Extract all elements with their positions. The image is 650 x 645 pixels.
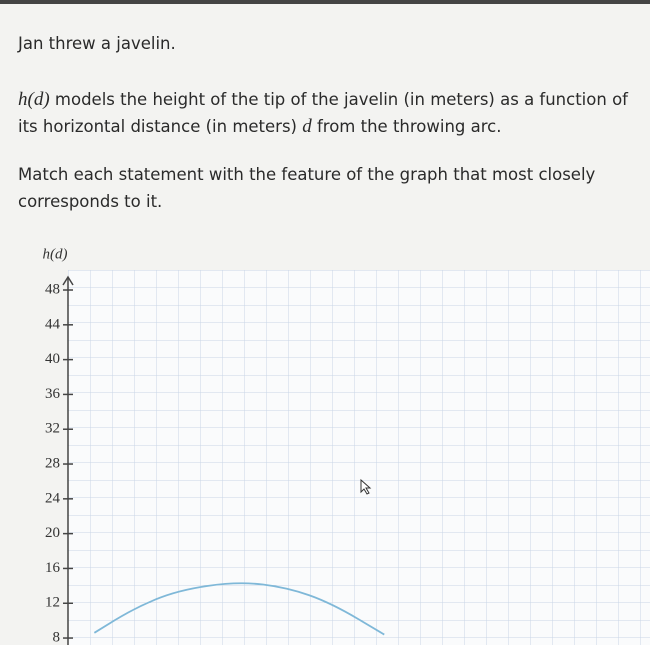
- y-tick-label: 20: [45, 525, 60, 541]
- curve: [93, 582, 385, 636]
- intro-line: Jan threw a javelin.: [18, 34, 176, 53]
- instruction: Match each statement with the feature of…: [18, 165, 596, 211]
- y-axis-label: h(d): [43, 246, 68, 262]
- y-tick-label: 12: [45, 595, 60, 611]
- y-tick-label: 32: [45, 421, 60, 437]
- y-tick-label: 28: [45, 455, 60, 471]
- text: models the height of the tip of the jave…: [18, 90, 628, 136]
- y-tick-label: 36: [45, 386, 61, 402]
- graph: h(d) 8 12 16 20 24 28 32 36 40 44 48: [43, 246, 650, 645]
- text: from the throwing arc.: [311, 117, 502, 136]
- math: h(d): [18, 89, 50, 110]
- top-bar: [0, 0, 650, 4]
- math: d: [302, 116, 312, 137]
- axis-arrow: [62, 275, 74, 286]
- cursor: [360, 478, 372, 495]
- y-tick-label: 8: [53, 629, 61, 645]
- y-tick-label: 24: [45, 490, 61, 506]
- intro-paragraph: h(d) models the height of the tip of the…: [18, 86, 643, 140]
- grid-pattern: [68, 270, 650, 645]
- y-tick-label: 44: [45, 316, 61, 332]
- y-tick-label: 48: [45, 281, 60, 297]
- y-tick-label: 40: [45, 351, 60, 367]
- y-tick-label: 16: [45, 560, 61, 576]
